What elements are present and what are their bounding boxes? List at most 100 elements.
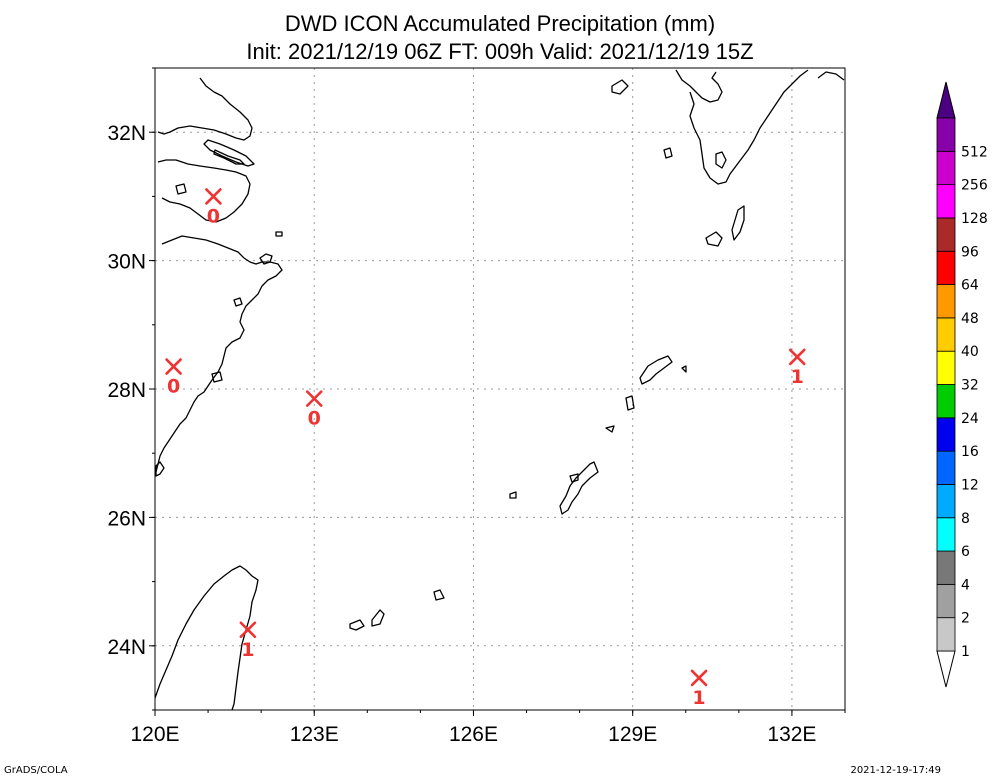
- station-cross: [305, 390, 323, 407]
- station-value: 1: [692, 687, 705, 709]
- ishigaki-island: [371, 609, 385, 627]
- colorbar-label: 1: [961, 644, 970, 660]
- kagoshima-bay: [715, 151, 727, 169]
- small-island: [611, 79, 629, 95]
- tokunoshima: [625, 395, 635, 411]
- yangtze-sandbar: [213, 149, 245, 165]
- station-marker: 1: [239, 621, 257, 661]
- coastal-islet: [211, 371, 223, 383]
- coastline-yangtze-north: [157, 77, 253, 141]
- colorbar-label: 4: [961, 577, 970, 593]
- footer-credit: GrADS/COLA: [4, 765, 68, 776]
- map-subtitle: Init: 2021/12/19 06Z FT: 009h Valid: 202…: [246, 39, 753, 64]
- colorbar-swatch: [936, 583, 956, 619]
- x-tick-label: 123E: [290, 723, 339, 746]
- x-axis: 120E 123E 126E 129E 132E: [130, 710, 846, 746]
- colorbar-label: 2: [961, 611, 970, 627]
- colorbar-label: 256: [961, 178, 988, 194]
- station-cross: [788, 348, 806, 366]
- kumejima: [509, 491, 517, 499]
- gridlines: [155, 68, 845, 710]
- station-marker: 0: [165, 358, 182, 398]
- map-title: DWD ICON Accumulated Precipitation (mm): [285, 11, 715, 36]
- okinoerabu: [605, 425, 615, 433]
- colorbar-over-triangle: [936, 81, 956, 119]
- colorbar-swatch: [936, 617, 956, 652]
- colorbar-under-triangle: [936, 650, 956, 688]
- zhoushan-small: [275, 231, 283, 237]
- colorbar-label: 128: [961, 211, 988, 227]
- colorbar-swatch: [936, 317, 956, 352]
- zhoushan-islands: [259, 253, 273, 265]
- station-marker: 0: [205, 188, 222, 227]
- y-tick-label: 30N: [107, 251, 146, 274]
- koshiki-island: [663, 147, 673, 159]
- colorbar-label: 64: [961, 278, 979, 294]
- coastal-islet: [175, 183, 187, 195]
- station-cross: [205, 188, 222, 205]
- colorbar-swatch: [936, 250, 956, 285]
- colorbar-swatch: [936, 517, 956, 552]
- coastal-islet: [233, 297, 243, 307]
- colorbar-swatch: [936, 550, 956, 585]
- colorbar-label: 16: [961, 444, 979, 460]
- amami-oshima: [639, 355, 673, 385]
- taiwan: [154, 565, 259, 711]
- station-value: 1: [241, 639, 254, 661]
- coastline-yangtze-estuary: [157, 159, 251, 223]
- station-cross: [165, 358, 182, 375]
- colorbar-label: 8: [961, 511, 970, 527]
- station-cross: [690, 669, 708, 687]
- colorbar-label: 40: [961, 344, 979, 360]
- shikoku-edge: [817, 71, 845, 81]
- y-tick-label: 24N: [107, 636, 146, 659]
- coastal-islet: [155, 461, 165, 477]
- colorbar-label: 48: [961, 311, 979, 327]
- tanegashima: [731, 205, 745, 241]
- colorbar-label: 32: [961, 378, 979, 394]
- colorbar-label: 24: [961, 411, 979, 427]
- colorbar-swatch: [936, 350, 956, 385]
- colorbar-swatch: [936, 384, 956, 419]
- station-marker: 1: [788, 348, 806, 388]
- colorbar-swatch: [936, 217, 956, 252]
- colorbar-swatch: [936, 150, 956, 186]
- y-tick-label: 26N: [107, 507, 146, 530]
- x-tick-label: 120E: [130, 723, 179, 746]
- x-tick-label: 129E: [608, 723, 657, 746]
- y-axis: 24N 26N 28N 30N 32N: [107, 67, 155, 711]
- station-value: 0: [167, 376, 180, 398]
- colorbar-label: 6: [961, 544, 970, 560]
- yakushima: [705, 231, 723, 247]
- x-tick-label: 132E: [767, 723, 816, 746]
- okinawa-islet: [569, 473, 579, 483]
- station-marker: 1: [690, 669, 708, 709]
- colorbar-swatch: [936, 184, 956, 219]
- coastlines: [154, 69, 845, 711]
- kyushu: [675, 69, 809, 185]
- chongming-island: [203, 139, 255, 167]
- kikai-island: [681, 365, 687, 373]
- iriomote-island: [349, 619, 365, 631]
- y-tick-label: 28N: [107, 379, 146, 402]
- station-value: 1: [791, 366, 804, 388]
- station-cross: [239, 621, 257, 639]
- station-value: 0: [207, 205, 220, 227]
- colorbar-label: 96: [961, 244, 979, 260]
- colorbar-swatch: [936, 284, 956, 319]
- colorbar-swatch: [936, 450, 956, 485]
- colorbar-swatch: [936, 484, 956, 519]
- footer-timestamp: 2021-12-19-17:49: [850, 765, 941, 776]
- station-value: 0: [308, 408, 321, 430]
- colorbar-swatch: [936, 117, 956, 152]
- miyako-island: [433, 589, 445, 601]
- station-markers: 0 0 0 1 1 1: [165, 188, 806, 709]
- y-tick-label: 32N: [107, 122, 146, 145]
- colorbar-label: 12: [961, 477, 979, 493]
- colorbar-swatch: [936, 417, 956, 452]
- coastline-zhejiang: [155, 257, 283, 473]
- station-marker: 0: [305, 390, 323, 430]
- x-tick-label: 126E: [449, 723, 498, 746]
- colorbar-label: 512: [961, 144, 988, 160]
